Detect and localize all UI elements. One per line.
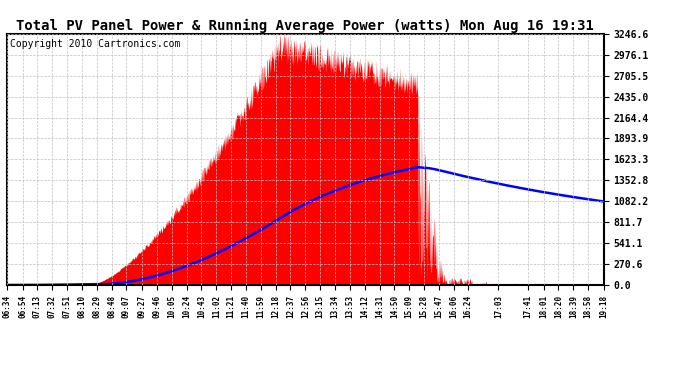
Text: Copyright 2010 Cartronics.com: Copyright 2010 Cartronics.com (10, 39, 180, 49)
Title: Total PV Panel Power & Running Average Power (watts) Mon Aug 16 19:31: Total PV Panel Power & Running Average P… (17, 18, 594, 33)
